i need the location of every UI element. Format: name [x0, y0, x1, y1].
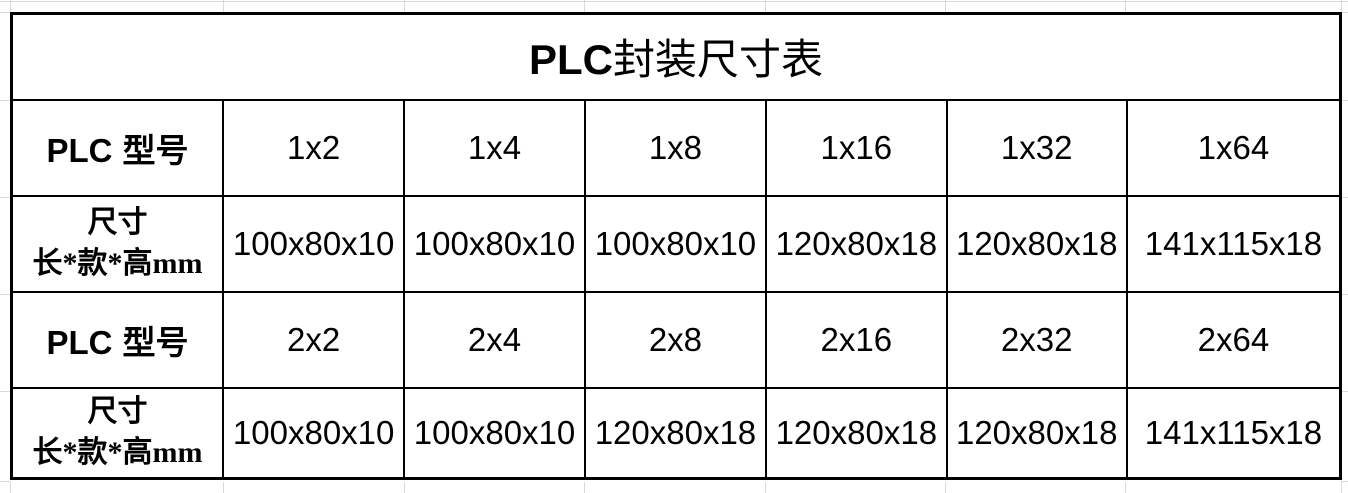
gridline: [1341, 481, 1348, 482]
row-header-cjk: 型号: [122, 325, 189, 362]
dimension-cell: 120x80x18: [583, 386, 768, 480]
gridline: [0, 1, 1348, 2]
row-header-plc-model: PLC 型号: [10, 98, 224, 197]
model-cell: 1x16: [765, 98, 948, 197]
table-row: PLC 型号 1x2 1x4 1x8 1x16 1x32 1x64: [10, 98, 1342, 197]
table-row: PLC 型号 2x2 2x4 2x8 2x16 2x32 2x64: [10, 290, 1342, 389]
row-header-plc-model: PLC 型号: [10, 290, 224, 389]
gridline: [584, 0, 585, 12]
table-row: 尺寸 长*款*高mm 100x80x10 100x80x10 120x80x18…: [10, 386, 1342, 480]
dimension-cell: 120x80x18: [945, 386, 1128, 480]
dimension-cell: 120x80x18: [765, 386, 948, 480]
gridline: [10, 0, 11, 12]
model-cell: 2x32: [945, 290, 1128, 389]
model-cell: 1x4: [403, 98, 586, 197]
gridline: [945, 482, 946, 493]
gridline: [1341, 197, 1348, 198]
dimension-label-line2: 长*款*高mm: [32, 246, 203, 280]
dimension-label-line1: 尺寸: [87, 206, 148, 239]
gridline: [404, 482, 405, 493]
model-cell: 2x16: [765, 290, 948, 389]
model-cell: 2x64: [1125, 290, 1342, 389]
model-cell: 2x4: [403, 290, 586, 389]
gridline: [945, 0, 946, 12]
gridline: [1341, 100, 1348, 101]
row-header-dimensions: 尺寸 长*款*高mm: [10, 386, 224, 480]
dimension-cell: 141x115x18: [1125, 194, 1342, 293]
gridline: [765, 482, 766, 493]
gridline: [584, 482, 585, 493]
gridline: [404, 0, 405, 12]
gridline: [1125, 0, 1126, 12]
dimension-cell: 100x80x10: [221, 194, 406, 293]
dimension-cell: 120x80x18: [945, 194, 1128, 293]
dimension-cell: 100x80x10: [403, 386, 586, 480]
gridline: [765, 0, 766, 12]
model-cell: 1x2: [221, 98, 406, 197]
gridline: [10, 482, 11, 493]
table-row: PLC封装尺寸表: [10, 12, 1342, 101]
dimension-cell: 100x80x10: [583, 194, 768, 293]
dimension-cell: 100x80x10: [403, 194, 586, 293]
model-cell: 1x64: [1125, 98, 1342, 197]
gridline: [0, 294, 10, 295]
gridline: [1125, 482, 1126, 493]
gridline: [1341, 294, 1348, 295]
table-row: 尺寸 长*款*高mm 100x80x10 100x80x10 100x80x10…: [10, 194, 1342, 293]
dimension-cell: 120x80x18: [765, 194, 948, 293]
dimension-label-line1: 尺寸: [87, 395, 148, 429]
table-title-cjk: 封装尺寸表: [612, 38, 823, 85]
gridline: [223, 482, 224, 493]
row-header-latin: PLC: [46, 323, 113, 361]
model-cell: 2x2: [221, 290, 406, 389]
gridline: [0, 481, 10, 482]
gridline: [1341, 482, 1342, 493]
model-cell: 1x8: [583, 98, 768, 197]
row-header-latin: PLC: [46, 131, 113, 169]
dimension-cell: 100x80x10: [221, 386, 406, 480]
gridline: [0, 12, 10, 13]
table-title-latin: PLC: [528, 36, 613, 84]
gridline: [223, 0, 224, 12]
dimension-cell: 141x115x18: [1125, 386, 1342, 480]
model-cell: 2x8: [583, 290, 768, 389]
table-title: PLC封装尺寸表: [10, 12, 1342, 101]
gridline: [1341, 0, 1342, 12]
row-header-dimensions: 尺寸 长*款*高mm: [10, 194, 224, 293]
row-header-cjk: 型号: [122, 133, 189, 170]
gridline: [1341, 391, 1348, 392]
model-cell: 1x32: [945, 98, 1128, 197]
plc-package-size-table: PLC封装尺寸表 PLC 型号 1x2 1x4 1x8 1x16 1x32 1x6…: [10, 12, 1342, 480]
dimension-label-line2: 长*款*高mm: [32, 435, 203, 469]
gridline: [0, 391, 10, 392]
gridline: [1341, 12, 1348, 13]
gridline: [0, 197, 10, 198]
gridline: [0, 100, 10, 101]
